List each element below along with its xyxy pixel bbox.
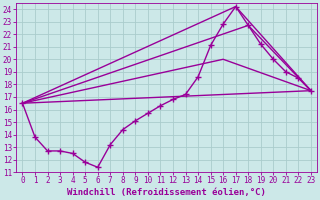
X-axis label: Windchill (Refroidissement éolien,°C): Windchill (Refroidissement éolien,°C) [67,188,266,197]
